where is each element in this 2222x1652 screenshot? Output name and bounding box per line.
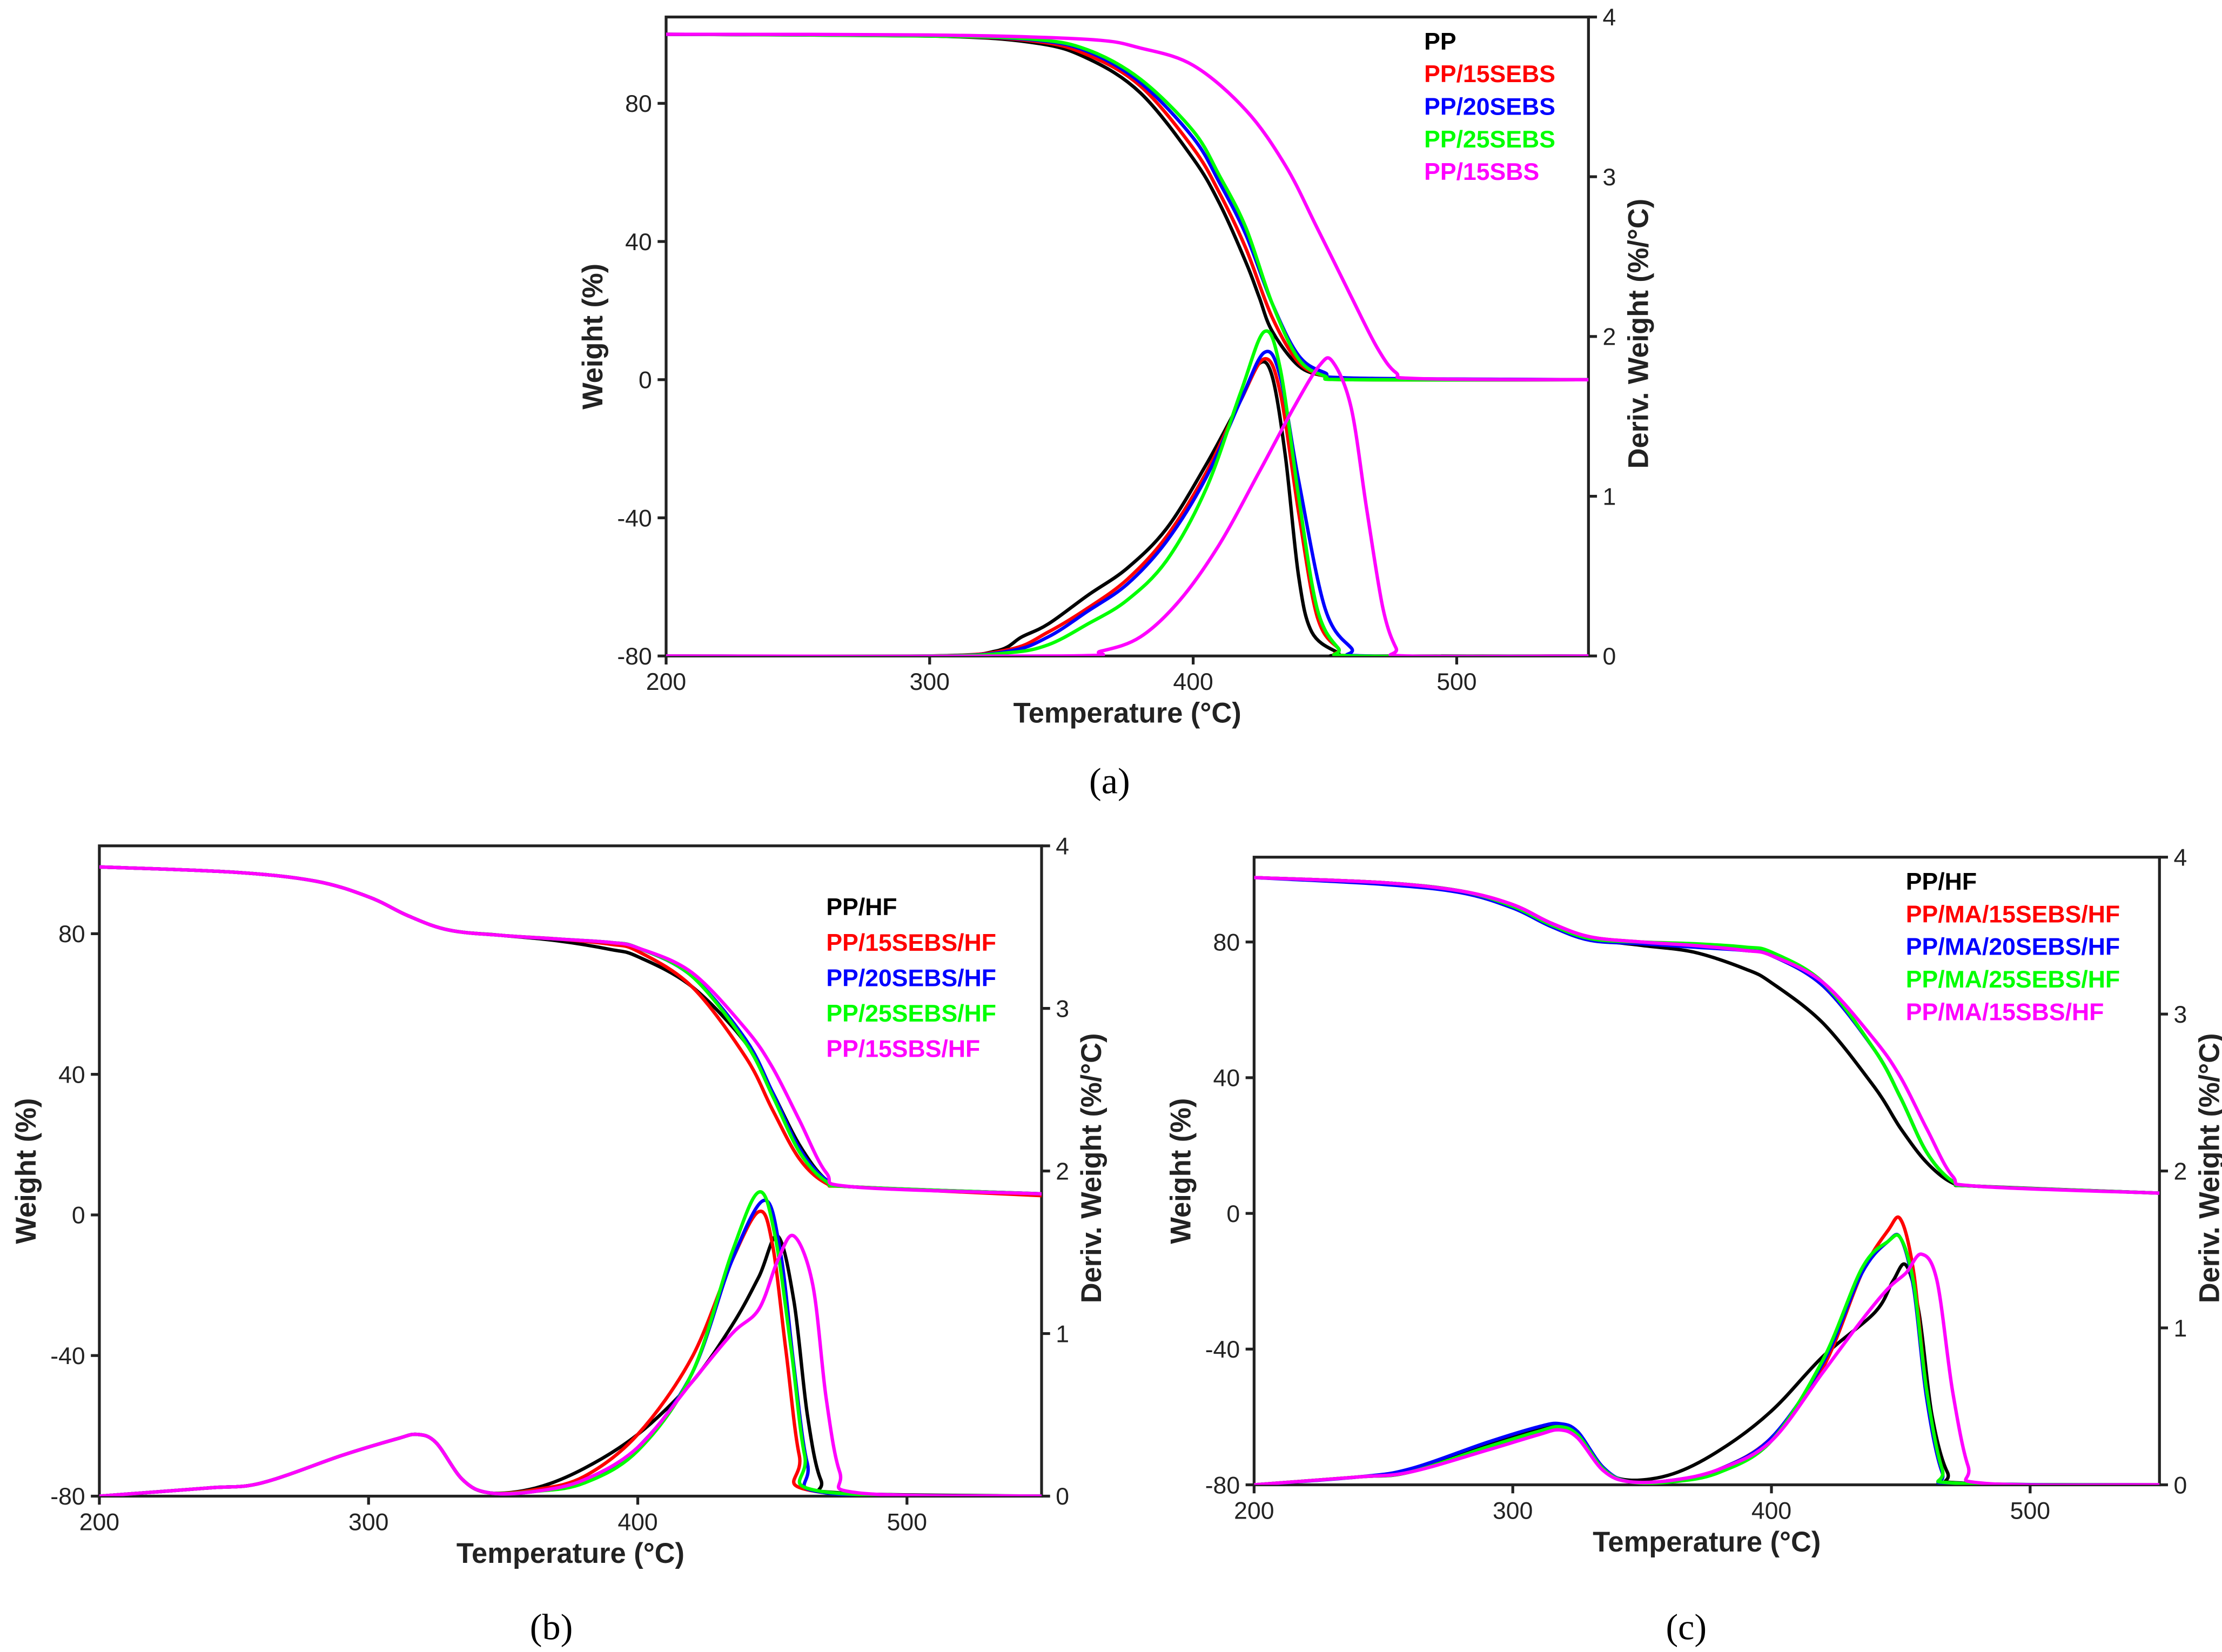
y-tick-label: 40 (1213, 1065, 1240, 1092)
y2-axis-label: Deriv. Weight (%/°C) (2194, 1033, 2222, 1303)
panel-caption: (b) (530, 1606, 573, 1647)
y-tick-label: -40 (1205, 1337, 1240, 1363)
y2-tick-label: 3 (1056, 996, 1069, 1022)
y2-tick-label: 1 (1603, 483, 1616, 510)
x-axis-label: Temperature (°C) (1593, 1527, 1821, 1558)
y-tick-label: -80 (50, 1483, 85, 1510)
weight-curve-pp-20sebs-hf (99, 865, 1042, 1196)
deriv-curve-pp-15sebs-hf (99, 1210, 1042, 1496)
y2-tick-label: 2 (1603, 324, 1616, 351)
x-tick-label: 400 (1751, 1497, 1791, 1524)
x-tick-label: 400 (1173, 669, 1213, 695)
panel-c: 200 300 400 500 -80 -40 0 40 80 0 1 2 3 4 Temperature … (1165, 844, 2222, 1647)
deriv-curve-pp-25sebs (666, 329, 1589, 656)
weight-curve-pp-25sebs-hf (99, 865, 1042, 1196)
deriv-curve-pp-ma-25sebs-hf (1254, 1233, 2160, 1485)
x-tick-label: 300 (348, 1509, 388, 1535)
legend-entry: PP/25SEBS/HF (826, 1000, 996, 1027)
x-tick-label: 500 (1436, 669, 1476, 695)
legend-entry: PP/HF (1906, 869, 1977, 895)
y2-tick-label: 4 (1056, 833, 1069, 859)
y-tick-label: -40 (617, 505, 652, 532)
legend-entry: PP/15SEBS (1424, 61, 1555, 88)
panel-caption: (c) (1666, 1606, 1707, 1647)
deriv-curve-pp-ma-15sebs-hf (1254, 1215, 2160, 1485)
legend-entry: PP/20SEBS/HF (826, 965, 996, 991)
y2-tick-label: 2 (2173, 1158, 2187, 1185)
legend-entry: PP/MA/25SEBS/HF (1906, 966, 2120, 993)
x-tick-label: 200 (79, 1509, 119, 1535)
deriv-curve-pp-20sebs-hf (99, 1198, 1042, 1496)
y2-tick-label: 0 (2173, 1472, 2187, 1499)
deriv-curve-pp-20sebs (666, 350, 1589, 656)
deriv-curve-pp-hf (1254, 1262, 2160, 1485)
weight-curve-pp-15sbs (666, 32, 1589, 382)
legend-entry: PP/20SEBS (1424, 93, 1555, 120)
weight-curve-pp-hf (99, 865, 1042, 1196)
legend-entry: PP/HF (826, 894, 897, 921)
weight-curve-pp-15sebs-hf (99, 865, 1042, 1198)
y-tick-label: 80 (58, 921, 85, 948)
y-tick-label: 0 (639, 367, 652, 394)
legend-entry: PP/15SBS/HF (826, 1036, 980, 1062)
deriv-curve-pp (666, 360, 1589, 656)
y-tick-label: -80 (1205, 1472, 1240, 1499)
x-tick-label: 400 (617, 1509, 657, 1535)
x-axis-label: Temperature (°C) (1013, 698, 1241, 729)
deriv-curve-pp-ma-15sbs-hf (1254, 1252, 2160, 1485)
y2-tick-label: 2 (1056, 1158, 1069, 1185)
y-axis-label: Weight (%) (578, 264, 609, 409)
y2-tick-label: 4 (1603, 4, 1616, 31)
deriv-curve-pp-15sebs (666, 357, 1589, 656)
deriv-curve-pp-25sebs-hf (99, 1190, 1042, 1496)
x-tick-label: 200 (1234, 1497, 1274, 1524)
x-axis-label: Temperature (°C) (457, 1538, 684, 1569)
x-tick-label: 500 (887, 1509, 927, 1535)
y-tick-label: -40 (50, 1343, 85, 1369)
x-tick-label: 300 (910, 669, 950, 695)
deriv-curve-pp-15sbs (666, 356, 1589, 656)
x-tick-label: 500 (2010, 1497, 2050, 1524)
y2-tick-label: 3 (2173, 1002, 2187, 1028)
y2-tick-label: 4 (2173, 844, 2187, 871)
legend-entry: PP (1424, 29, 1456, 55)
weight-curve-pp-15sbs-hf (99, 865, 1042, 1196)
panel-caption: (a) (1089, 761, 1130, 802)
y-tick-label: 80 (1213, 929, 1240, 956)
y-axis-label: Weight (%) (11, 1098, 42, 1244)
y-tick-label: 0 (72, 1203, 85, 1229)
legend-entry: PP/15SEBS/HF (826, 930, 996, 956)
legend-entry: PP/MA/15SEBS/HF (1906, 901, 2120, 928)
y-tick-label: -80 (617, 643, 652, 670)
deriv-curve-pp-15sbs-hf (99, 1233, 1042, 1496)
x-tick-label: 200 (646, 669, 686, 695)
y2-tick-label: 1 (2173, 1315, 2187, 1342)
y-tick-label: 80 (625, 91, 652, 117)
y-tick-label: 40 (58, 1062, 85, 1088)
y2-tick-label: 1 (1056, 1321, 1069, 1347)
y-tick-label: 40 (625, 229, 652, 256)
legend-entry: PP/MA/20SEBS/HF (1906, 934, 2120, 961)
y2-tick-label: 3 (1603, 164, 1616, 191)
deriv-curve-pp-ma-20sebs-hf (1254, 1233, 2160, 1485)
panel-a: 200 300 400 500 -80 -40 0 40 80 0 1 2 3 4 Temperature … (578, 4, 1655, 801)
x-tick-label: 300 (1493, 1497, 1533, 1524)
legend-entry: PP/MA/15SBS/HF (1906, 999, 2104, 1025)
legend-entry: PP/15SBS (1424, 159, 1539, 185)
legend-entry: PP/25SEBS (1424, 126, 1555, 153)
panel-b: 200 300 400 500 -80 -40 0 40 80 0 1 2 3 4 Temperature … (11, 833, 1107, 1647)
y-axis-label: Weight (%) (1165, 1098, 1197, 1244)
y2-axis-label: Deriv. Weight (%/°C) (1076, 1033, 1107, 1303)
deriv-curve-pp-hf (99, 1234, 1042, 1496)
weight-curve-pp-ma-15sbs-hf (1254, 876, 2160, 1195)
y2-tick-label: 0 (1603, 643, 1616, 670)
y2-tick-label: 0 (1056, 1483, 1069, 1510)
y-tick-label: 0 (1226, 1201, 1240, 1227)
y2-axis-label: Deriv. Weight (%/°C) (1623, 199, 1654, 469)
